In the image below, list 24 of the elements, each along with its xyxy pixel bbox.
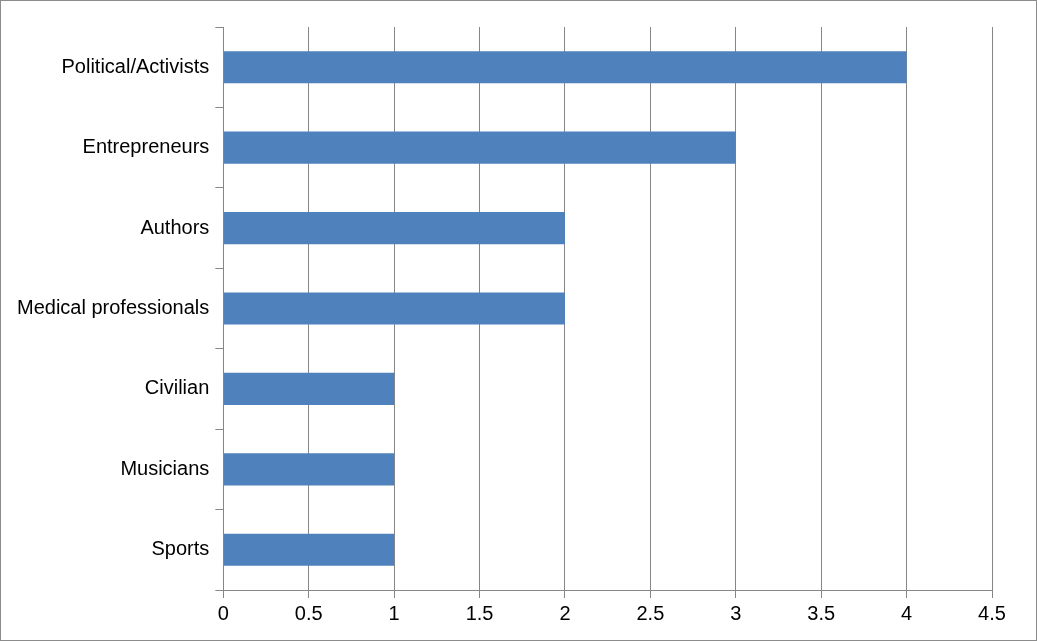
x-tick-label: 0 (217, 601, 229, 624)
y-tick-label: Medical professionals (16, 296, 210, 319)
x-tick-label: 3 (730, 601, 742, 624)
y-tick-label: Musicians (120, 456, 210, 479)
x-tick-label: 3.5 (807, 601, 836, 624)
x-tick-label: 4 (901, 601, 913, 624)
x-tick-label: 0.5 (294, 601, 323, 624)
bar (223, 372, 395, 406)
bar (223, 131, 736, 164)
bar (223, 533, 395, 566)
x-tick-label: 1.5 (465, 601, 494, 624)
y-tick-label: Authors (140, 215, 210, 238)
x-tick-label: 2.5 (636, 601, 665, 624)
x-tick-label: 2 (559, 601, 571, 624)
bar (223, 453, 395, 486)
bar (223, 292, 565, 325)
x-tick-label: 4.5 (978, 601, 1006, 624)
y-tick-label: Civilian (144, 376, 210, 399)
y-tick-label: Entrepreneurs (82, 135, 210, 158)
x-tick-label: 1 (388, 601, 400, 624)
bar (223, 51, 907, 84)
bar (223, 211, 565, 245)
y-tick-label: Sports (151, 537, 210, 560)
y-tick-label: Political/Activists (61, 54, 210, 77)
